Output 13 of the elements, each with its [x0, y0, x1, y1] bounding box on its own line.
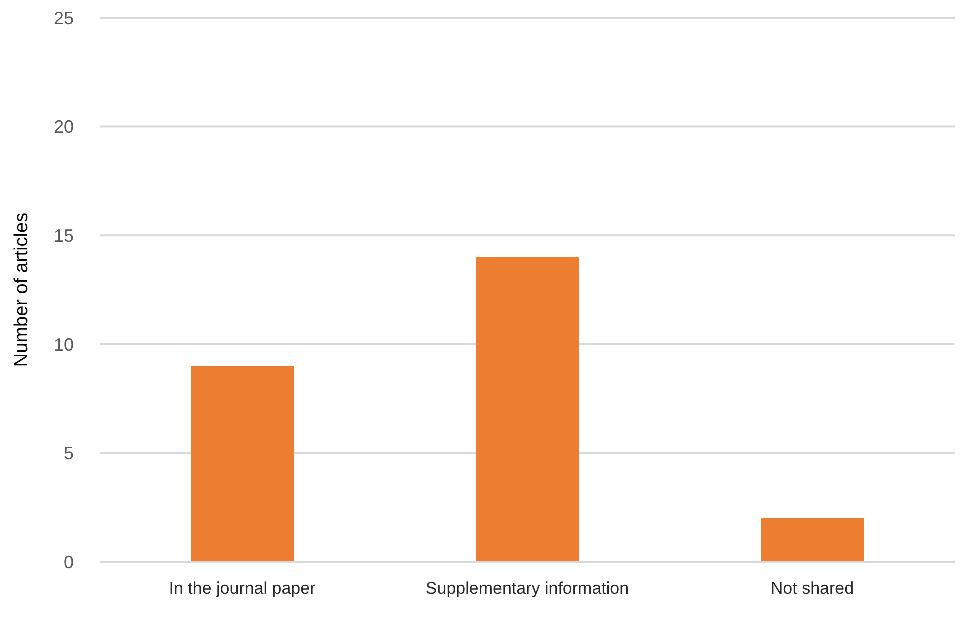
- bar: [476, 257, 580, 562]
- bar: [191, 366, 294, 562]
- x-tick-label: Supplementary information: [426, 579, 630, 598]
- x-tick-label: In the journal paper: [169, 579, 316, 598]
- y-tick-label: 25: [54, 8, 74, 28]
- bar: [761, 518, 864, 562]
- x-tick-label: Not shared: [770, 579, 854, 598]
- y-axis-title: Number of articles: [12, 212, 32, 368]
- y-tick-label: 10: [54, 334, 74, 355]
- y-tick-label: 5: [64, 444, 74, 464]
- y-tick-label: 15: [54, 226, 74, 246]
- y-tick-label: 20: [54, 117, 74, 138]
- y-tick-label: 0: [64, 552, 74, 572]
